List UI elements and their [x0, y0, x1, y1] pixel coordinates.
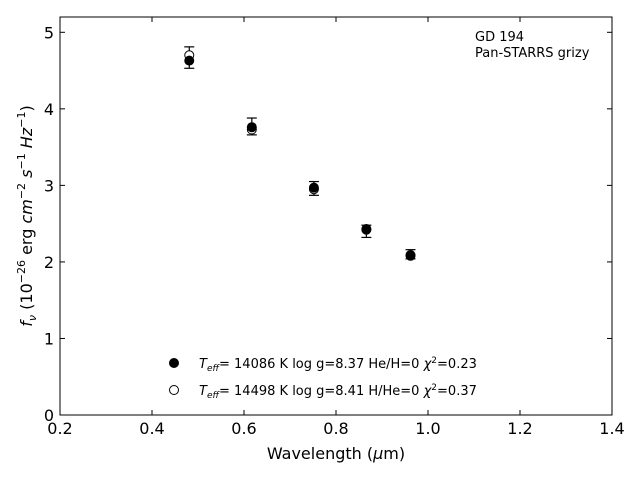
x-tick-label: 1.2	[507, 419, 532, 438]
model-point-filled	[184, 55, 195, 66]
y-tick-label: 2	[44, 253, 54, 272]
x-axis-ticks: 0.2 0.4 0.6 0.8 1.0 1.2 1.4	[47, 17, 625, 438]
y-tick-label: 4	[44, 100, 54, 119]
model-point-filled	[308, 182, 319, 193]
y-tick-label: 3	[44, 176, 54, 195]
x-tick-label: 0.4	[139, 419, 164, 438]
annotation-line-2: Pan-STARRS grizy	[475, 46, 590, 61]
y-axis-label: fν (10−26 erg cm−2 s−1 Hz−1)	[15, 105, 39, 326]
legend-entry-1-teff: 14086 K	[234, 357, 288, 372]
legend-entry-2-teff: 14498 K	[234, 384, 288, 399]
legend-marker-filled	[169, 358, 179, 368]
model-point-filled	[361, 224, 372, 235]
legend-entry-1-params: log g=8.37 He/H=0	[292, 357, 419, 372]
model-point-filled	[246, 122, 257, 133]
x-tick-label: 0.8	[323, 419, 348, 438]
legend-entry-2-chi: =0.37	[437, 384, 477, 399]
error-bars	[184, 46, 416, 260]
legend-entry-2-params: log g=8.41 H/He=0	[292, 384, 419, 399]
plot-frame	[59, 16, 613, 416]
model-point-filled	[405, 250, 416, 261]
legend: Teff= 14086 K log g=8.37 He/H=0 χ2=0.23 …	[169, 356, 477, 401]
annotation-line-1: GD 194	[475, 30, 524, 45]
x-tick-label: 1.0	[415, 419, 440, 438]
data-points	[184, 50, 416, 261]
y-tick-label: 1	[44, 329, 54, 348]
x-axis-label: Wavelength (μm)	[267, 444, 405, 463]
legend-entry-2: Teff= 14498 K log g=8.41 H/He=0 χ2=0.37	[199, 383, 477, 401]
y-tick-label: 0	[44, 406, 54, 425]
y-axis-ticks: 0 1 2 3 4 5	[44, 23, 612, 425]
legend-entry-1: Teff= 14086 K log g=8.37 He/H=0 χ2=0.23	[199, 356, 477, 374]
legend-marker-open	[169, 385, 179, 395]
x-tick-label: 0.6	[231, 419, 256, 438]
x-tick-label: 0.2	[47, 419, 72, 438]
x-tick-label: 1.4	[599, 419, 624, 438]
legend-entry-1-chi: =0.23	[437, 357, 477, 372]
y-tick-label: 5	[44, 23, 54, 42]
